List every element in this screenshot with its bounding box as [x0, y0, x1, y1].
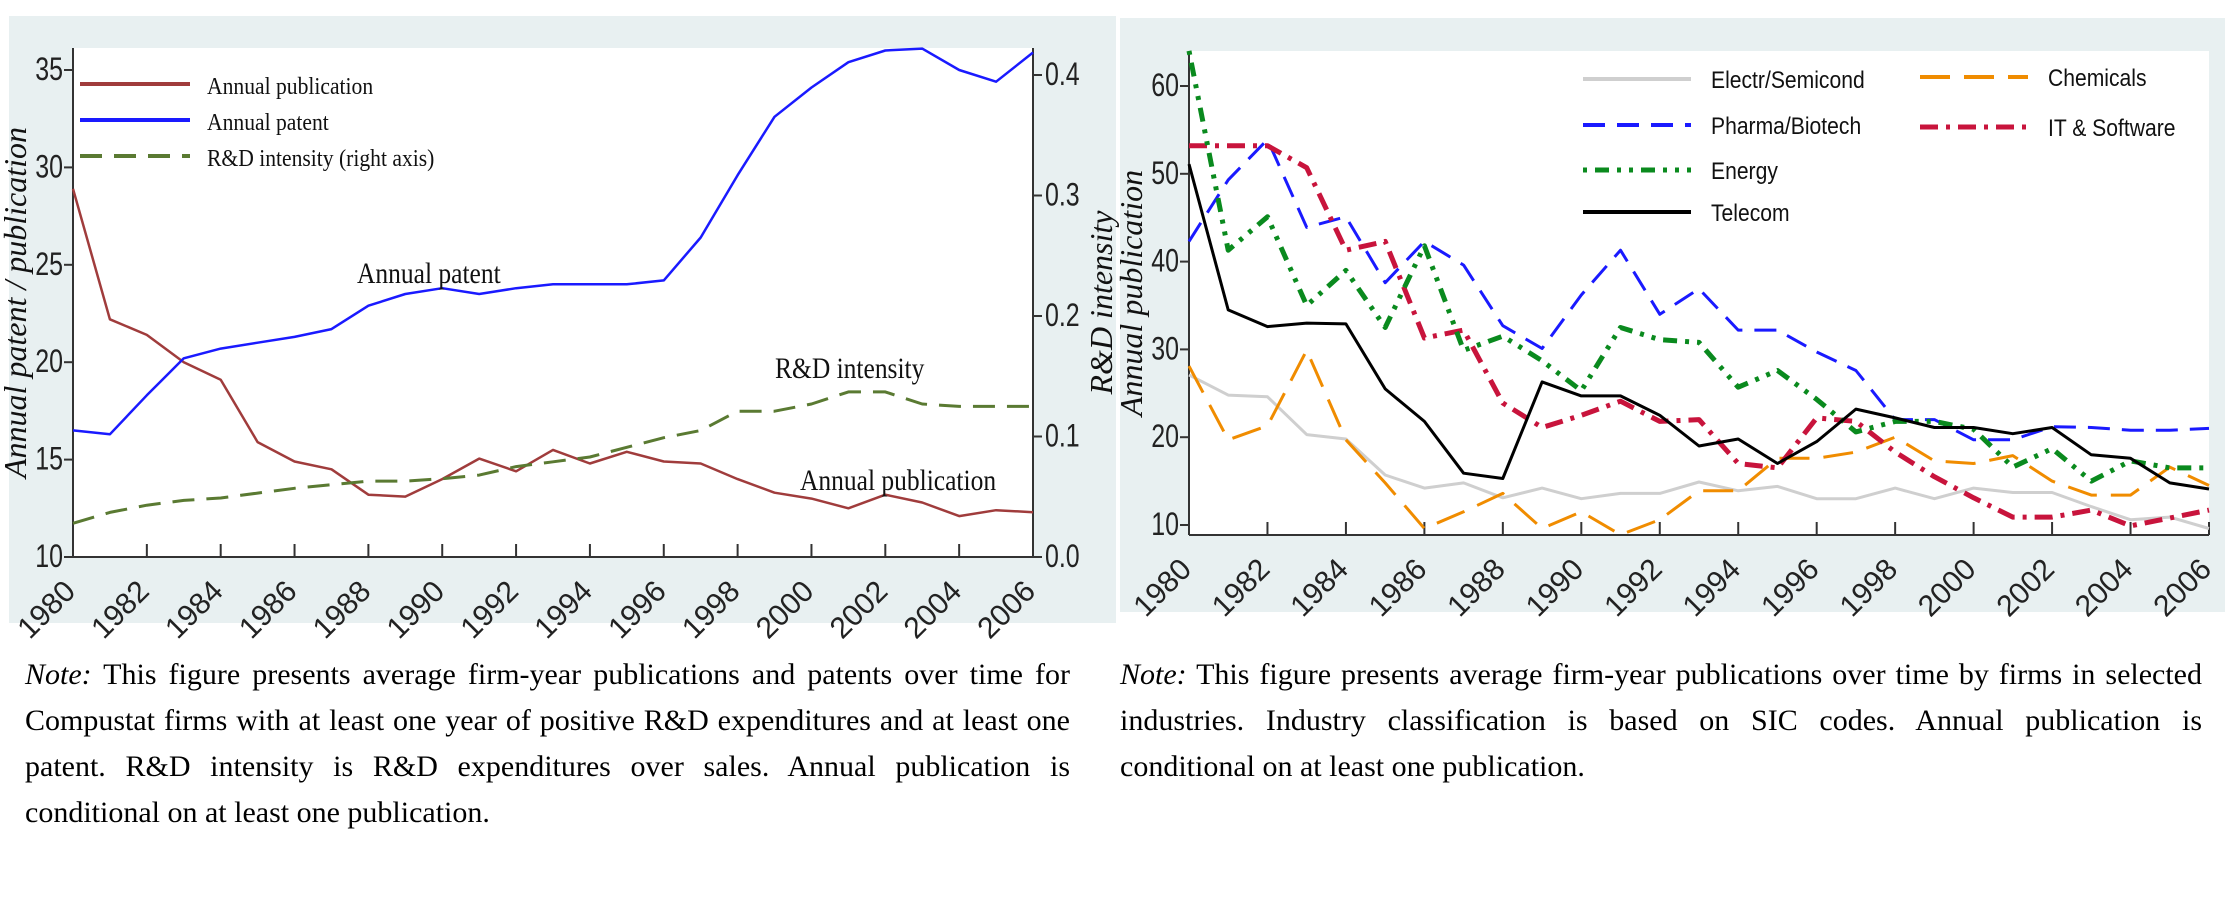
- legend-label-annual-publication: Annual publication: [207, 73, 374, 99]
- y-tick-label: 35: [35, 52, 63, 88]
- legend-label-electr-semicond: Electr/Semicond: [1711, 67, 1865, 94]
- legend-label-chemicals: Chemicals: [2048, 65, 2147, 92]
- right-note: Note: This figure presents average firm-…: [1120, 652, 2202, 790]
- y-tick-label: 50: [1151, 156, 1179, 192]
- y-axis-title: Annual patent / publication: [0, 127, 33, 480]
- legend-label-telecom: Telecom: [1711, 200, 1790, 227]
- left-note-label: Note:: [25, 658, 92, 691]
- right-y-axis-title: R&D intensity: [1083, 210, 1119, 396]
- series-line-energy: [1186, 50, 2209, 484]
- series-line-it-software: [1189, 143, 2210, 529]
- y-tick-label: 10: [35, 539, 63, 575]
- left-note-text: This figure presents average firm-year p…: [25, 658, 1070, 829]
- legend-label-pharma-biotech: Pharma/Biotech: [1711, 113, 1861, 140]
- legend-label-annual-patent: Annual patent: [207, 109, 329, 135]
- annotation-annual-publication: Annual publication: [800, 464, 996, 497]
- right-note-label: Note:: [1120, 658, 1187, 691]
- series-line-annual-publication: [71, 188, 1034, 518]
- series-line-r-d-intensity-right-axis: [72, 390, 1033, 525]
- right-y-tick-label: 0.1: [1045, 419, 1080, 455]
- y-tick-label: 25: [35, 247, 63, 283]
- y-axis-title: Annual publication: [1113, 170, 1149, 418]
- annotation-annual-patent: Annual patent: [357, 257, 501, 290]
- y-tick-label: 30: [1151, 332, 1179, 368]
- left-note: Note: This figure presents average firm-…: [25, 652, 1070, 836]
- annotation-r-d-intensity: R&D intensity: [775, 352, 924, 385]
- series-line-chemicals: [1187, 348, 2210, 537]
- y-tick-label: 60: [1151, 68, 1179, 104]
- series-line-electr-semicond: [1188, 373, 2210, 530]
- y-tick-label: 40: [1151, 244, 1179, 280]
- right-y-tick-label: 0.0: [1045, 539, 1080, 575]
- y-tick-label: 30: [35, 150, 63, 186]
- series-line-annual-patent: [72, 47, 1034, 436]
- right-note-text: This figure presents average firm-year p…: [1120, 658, 2202, 783]
- left-plot-area: [73, 48, 1033, 557]
- legend-label-r-d-intensity-right-axis: R&D intensity (right axis): [207, 145, 434, 171]
- legend-label-energy: Energy: [1711, 158, 1779, 185]
- series-line-telecom: [1187, 163, 2210, 491]
- right-y-tick-label: 0.2: [1045, 298, 1080, 334]
- y-tick-label: 20: [35, 344, 63, 380]
- right-y-tick-label: 0.3: [1045, 178, 1080, 214]
- legend-label-it-software: IT & Software: [2048, 115, 2175, 142]
- right-y-tick-label: 0.4: [1045, 57, 1080, 93]
- y-tick-label: 20: [1151, 419, 1179, 455]
- y-tick-label: 10: [1151, 507, 1179, 543]
- y-tick-label: 15: [35, 442, 63, 478]
